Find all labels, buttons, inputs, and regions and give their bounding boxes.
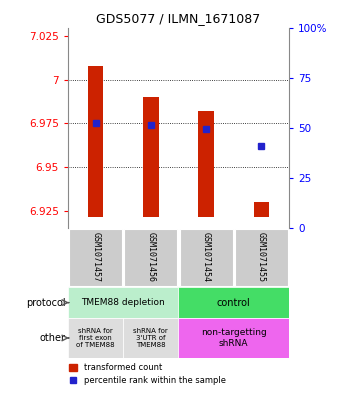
Title: GDS5077 / ILMN_1671087: GDS5077 / ILMN_1671087 <box>96 12 261 25</box>
Text: GSM1071455: GSM1071455 <box>257 232 266 283</box>
Bar <box>235 228 288 286</box>
Bar <box>254 202 269 217</box>
Text: control: control <box>217 298 251 308</box>
Bar <box>143 97 158 217</box>
Bar <box>68 287 178 318</box>
Text: TMEM88 depletion: TMEM88 depletion <box>81 298 165 307</box>
Bar <box>180 228 233 286</box>
Text: GSM1071456: GSM1071456 <box>147 232 155 283</box>
Bar <box>178 318 289 358</box>
Bar <box>178 287 289 318</box>
Text: protocol: protocol <box>26 298 66 308</box>
Bar <box>124 228 177 286</box>
Legend: transformed count, percentile rank within the sample: transformed count, percentile rank withi… <box>67 362 227 386</box>
Bar <box>198 111 214 217</box>
Text: other: other <box>40 333 66 343</box>
Bar <box>123 318 178 358</box>
Bar <box>69 228 122 286</box>
Bar <box>88 66 103 217</box>
Text: shRNA for
first exon
of TMEM88: shRNA for first exon of TMEM88 <box>76 328 115 348</box>
Text: GSM1071454: GSM1071454 <box>202 232 210 283</box>
Text: non-targetting
shRNA: non-targetting shRNA <box>201 328 267 348</box>
Bar <box>68 318 123 358</box>
Text: shRNA for
3'UTR of
TMEM88: shRNA for 3'UTR of TMEM88 <box>134 328 168 348</box>
Text: GSM1071457: GSM1071457 <box>91 232 100 283</box>
